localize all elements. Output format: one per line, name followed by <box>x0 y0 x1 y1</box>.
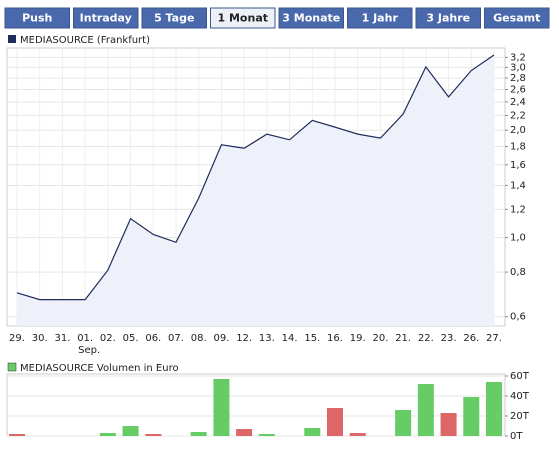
x-tick-label: 26. <box>463 333 479 344</box>
y-tick-label: 20T <box>510 411 530 422</box>
y-tick-label: 1,6 <box>510 160 526 171</box>
x-tick-label: 07. <box>168 333 184 344</box>
tab-background[interactable] <box>141 7 207 29</box>
tab-background[interactable] <box>415 7 481 29</box>
legend-label: MEDIASOURCE Volumen in Euro <box>20 363 179 374</box>
y-tick-label: 0,6 <box>510 312 526 323</box>
y-tick-label: 2,4 <box>510 97 526 108</box>
volume-bar <box>440 413 457 436</box>
y-tick-label: 1,0 <box>510 233 526 244</box>
x-tick-label: 15. <box>304 333 320 344</box>
x-tick-label: 16. <box>327 333 343 344</box>
tab-label[interactable]: 1 Monat <box>218 12 269 25</box>
volume-bar <box>145 434 162 436</box>
volume-bar <box>236 429 253 436</box>
y-tick-label: 40T <box>510 391 530 402</box>
legend-swatch <box>8 35 16 43</box>
tab-label[interactable]: 1 Jahr <box>362 12 399 25</box>
x-tick-label: 14. <box>282 333 298 344</box>
tab[interactable]: 1 Jahr <box>347 7 413 29</box>
tab-background[interactable] <box>278 7 344 29</box>
x-tick-label: 09. <box>213 333 229 344</box>
tab-label[interactable]: 5 Tage <box>154 12 194 25</box>
tab-label[interactable]: 3 Monate <box>282 12 340 25</box>
tab-background[interactable] <box>73 7 139 29</box>
x-tick-label: 20. <box>372 333 388 344</box>
y-tick-label: 2,6 <box>510 85 526 96</box>
x-tick-label: 31. <box>54 333 70 344</box>
tab-background[interactable] <box>484 7 550 29</box>
tab[interactable]: 3 Jahre <box>415 7 481 29</box>
tab[interactable]: 1 Monat <box>210 7 276 29</box>
x-tick-label: 29. <box>9 333 25 344</box>
x-tick-label: 01. <box>77 333 93 344</box>
y-tick-label: 2,0 <box>510 125 526 136</box>
volume-bar <box>304 428 321 436</box>
tab-label[interactable]: 3 Jahre <box>426 12 470 25</box>
legend-swatch <box>7 362 17 372</box>
tab-background[interactable] <box>4 7 70 29</box>
volume-bar <box>395 410 412 436</box>
y-tick-label: 1,4 <box>510 180 526 191</box>
volume-bar <box>327 408 343 436</box>
volume-bar <box>349 433 366 436</box>
tab[interactable]: 5 Tage <box>141 7 207 29</box>
x-tick-label: 08. <box>191 333 207 344</box>
x-tick-label: 27. <box>486 333 502 344</box>
x-tick-label: 12. <box>236 333 252 344</box>
x-tick-label: 06. <box>145 333 161 344</box>
y-tick-label: 0,8 <box>510 267 526 278</box>
volume-bar <box>417 384 434 436</box>
tab-background[interactable] <box>210 7 276 29</box>
x-tick-label: 19. <box>350 333 366 344</box>
x-tick-label: 22. <box>418 333 434 344</box>
x-tick-label: 21. <box>395 333 411 344</box>
volume-bar <box>190 432 207 436</box>
y-tick-label: 1,8 <box>510 142 526 153</box>
y-tick-label: 2,8 <box>510 73 526 84</box>
y-tick-label: 1,2 <box>510 204 526 215</box>
y-tick-label: 2,2 <box>510 110 526 121</box>
y-tick-label: 60T <box>510 371 530 382</box>
tab-label[interactable]: Push <box>22 12 52 25</box>
legend-label: MEDIASOURCE (Frankfurt) <box>20 35 150 46</box>
x-tick-label: 13. <box>259 333 275 344</box>
volume-bar <box>122 426 139 436</box>
volume-bar <box>213 379 230 436</box>
x-tick-label: 02. <box>100 333 116 344</box>
tab-label[interactable]: Gesamt <box>493 12 540 25</box>
x-tick-label: 23. <box>441 333 457 344</box>
y-tick-label: 3,2 <box>510 52 526 63</box>
x-tick-label: 30. <box>32 333 48 344</box>
y-tick-label: 0T <box>510 431 523 442</box>
tab-label[interactable]: Intraday <box>80 12 132 25</box>
volume-bar <box>9 434 25 436</box>
price-line <box>16 54 495 301</box>
price-area <box>17 54 494 326</box>
tab-background[interactable] <box>347 7 413 29</box>
volume-bar <box>463 397 480 436</box>
tab[interactable]: Gesamt <box>484 7 550 29</box>
volume-bar <box>99 433 116 436</box>
tab[interactable]: 3 Monate <box>278 7 344 29</box>
volume-bar <box>258 434 275 436</box>
y-tick-label: 3,0 <box>510 62 526 73</box>
x-month-label: Sep. <box>78 345 100 356</box>
tab[interactable]: Push <box>4 7 70 29</box>
volume-bar <box>486 382 502 436</box>
tab[interactable]: Intraday <box>73 7 139 29</box>
x-tick-label: 05. <box>123 333 139 344</box>
